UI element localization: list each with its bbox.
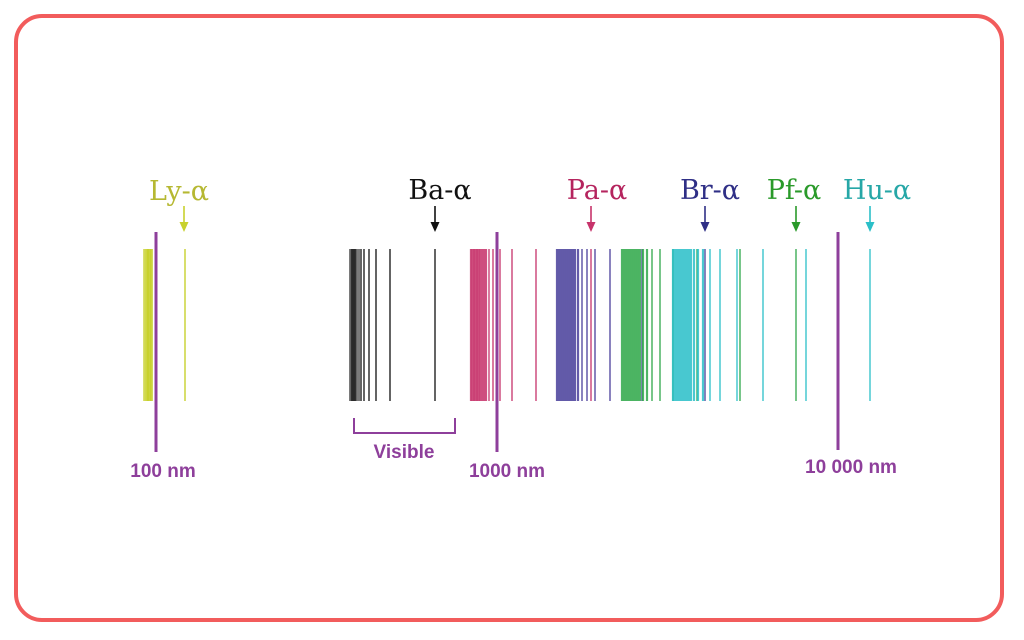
- series-brackett-alpha: Br-α: [680, 175, 740, 232]
- series-balmer-alpha-label: Ba-α: [408, 175, 471, 206]
- marker-100nm: 100 nm: [130, 232, 196, 482]
- visible-bracket: Visible: [353, 418, 456, 463]
- series-balmer-alpha: Ba-α: [408, 175, 472, 232]
- series-lyman-alpha-label: Ly-α: [149, 176, 209, 207]
- arrow-paschen-icon: [586, 206, 596, 232]
- arrow-lyman-icon: [179, 206, 189, 232]
- arrow-balmer-icon: [430, 206, 440, 232]
- series-humphreys-alpha-label: Hu-α: [843, 175, 911, 206]
- marker-10000nm: 10 000 nm: [805, 232, 897, 478]
- series-lyman-alpha: Ly-α: [149, 176, 209, 232]
- arrow-humphreys-icon: [865, 206, 875, 232]
- marker-10000nm-label: 10 000 nm: [805, 457, 897, 478]
- series-humphreys-alpha: Hu-α: [843, 175, 911, 232]
- visible-label: Visible: [374, 442, 435, 463]
- arrow-pfund-icon: [791, 206, 801, 232]
- series-pfund-alpha-label: Pf-α: [767, 175, 822, 206]
- spectral-lines: [143, 249, 871, 401]
- marker-100nm-label: 100 nm: [130, 461, 195, 482]
- marker-1000nm-label: 1000 nm: [469, 461, 545, 482]
- visible-bracket-shape: [353, 418, 456, 434]
- arrow-brackett-icon: [700, 206, 710, 232]
- marker-1000nm: 1000 nm: [469, 232, 545, 482]
- series-paschen-alpha: Pa-α: [567, 175, 627, 232]
- series-paschen-alpha-label: Pa-α: [567, 175, 627, 206]
- series-brackett-alpha-label: Br-α: [680, 175, 740, 206]
- series-pfund-alpha: Pf-α: [767, 175, 822, 232]
